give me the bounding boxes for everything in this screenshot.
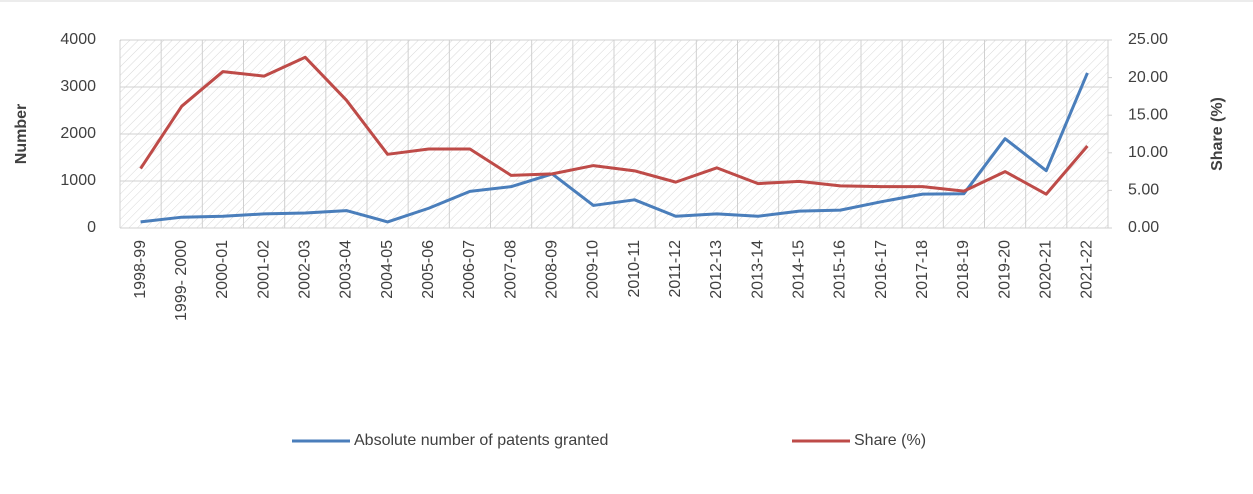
x-tick-label: 2000-01 (214, 240, 231, 299)
y-tick-label: 3000 (60, 78, 96, 95)
y2-axis-label: Share (%) (1209, 97, 1226, 171)
x-tick-label: 2004-05 (379, 240, 396, 299)
x-tick-label: 1999- 2000 (173, 240, 190, 321)
x-tick-label: 1998-99 (132, 240, 149, 299)
x-tick-label: 2013-14 (749, 240, 766, 299)
legend-label: Absolute number of patents granted (354, 432, 608, 449)
y2-tick-label: 5.00 (1128, 182, 1159, 199)
series-line (139, 55, 1089, 196)
x-tick-label: 2009-10 (585, 240, 602, 299)
y-tick-label: 2000 (60, 125, 96, 142)
x-tick-label: 2019-20 (996, 240, 1013, 299)
x-tick-label: 2014-15 (790, 240, 807, 299)
y-tick-label: 1000 (60, 172, 96, 189)
x-tick-label: 2010-11 (626, 240, 643, 298)
x-tick-label: 2001-02 (255, 240, 272, 299)
y2-tick-label: 0.00 (1128, 219, 1159, 236)
x-tick-label: 2003-04 (338, 240, 355, 299)
x-tick-label: 2012-13 (708, 240, 725, 299)
legend-label: Share (%) (854, 432, 926, 449)
x-tick-label: 2017-18 (914, 240, 931, 299)
x-tick-label: 2007-08 (502, 240, 519, 299)
y-tick-label: 0 (87, 219, 96, 236)
y2-tick-label: 15.00 (1128, 106, 1168, 123)
y-tick-label: 4000 (60, 31, 96, 48)
x-tick-label: 2002-03 (296, 240, 313, 299)
y2-tick-label: 25.00 (1128, 31, 1168, 48)
series-line (140, 72, 1089, 224)
x-tick-label: 2015-16 (832, 240, 849, 299)
x-tick-label: 2008-09 (543, 240, 560, 299)
y-axis-label: Number (13, 104, 30, 164)
x-tick-label: 2011-12 (667, 240, 684, 298)
x-tick-label: 2006-07 (461, 240, 478, 299)
y2-tick-label: 20.00 (1128, 69, 1168, 86)
x-tick-label: 2018-19 (955, 240, 972, 299)
x-tick-label: 2016-17 (873, 240, 890, 299)
x-tick-label: 2021-22 (1079, 240, 1096, 299)
x-tick-label: 2020-21 (1037, 240, 1054, 299)
x-tick-label: 2005-06 (420, 240, 437, 299)
y2-tick-label: 10.00 (1128, 144, 1168, 161)
